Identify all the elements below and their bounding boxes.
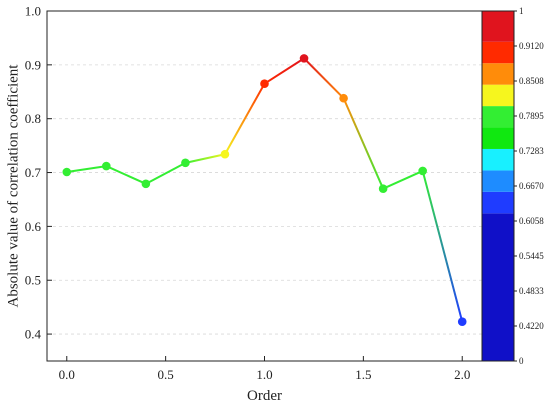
y-tick-label: 1.0	[25, 4, 41, 19]
colorbar-band	[482, 191, 514, 214]
line-segment	[263, 57, 305, 85]
data-point	[418, 166, 427, 176]
data-point	[299, 54, 309, 63]
colorbar-band	[482, 84, 514, 107]
series-layer	[62, 54, 467, 326]
y-tick-label: 0.8	[25, 111, 41, 126]
data-point	[62, 167, 72, 177]
x-axis-title: Order	[247, 388, 282, 404]
line-segment	[421, 170, 464, 322]
colorbar-label: 0.7895	[519, 111, 544, 121]
y-tick-label: 0.5	[25, 273, 41, 288]
y-tick-label: 0.4	[25, 327, 42, 342]
colorbar-band	[482, 170, 514, 192]
data-point	[220, 149, 230, 159]
line-segment	[185, 153, 226, 164]
x-tick-label: 0.5	[158, 367, 174, 382]
colorbar-band	[482, 41, 514, 64]
axes: 0.4 0.5 0.6 0.7 0.8 0.9 1.0 0.0 0.5 1.0 1.5 2.0	[25, 4, 471, 383]
colorbar-band	[482, 106, 514, 128]
colorbar-label: 0.6670	[519, 181, 544, 191]
colorbar-band	[482, 213, 514, 361]
colorbar-label: 0.5445	[519, 251, 544, 261]
y-tick-label: 0.6	[25, 219, 42, 234]
x-tick-label: 2.0	[454, 367, 470, 382]
data-point	[102, 161, 111, 171]
colorbar: 1 0.9120 0.8508 0.7895 0.7283 0.6670 0.6058 0.5…	[481, 6, 544, 366]
line-segment	[224, 83, 266, 155]
line-segment	[145, 161, 186, 185]
colorbar-label: 1	[519, 6, 524, 16]
colorbar-label: 0.4833	[519, 286, 544, 296]
x-tick-label: 1.0	[256, 367, 272, 382]
colorbar-band	[482, 148, 514, 171]
line-segment	[105, 165, 147, 185]
colorbar-label: 0	[519, 356, 524, 366]
y-axis-title: Absolute value of correlation coefficien…	[5, 64, 21, 308]
data-point	[457, 317, 467, 326]
line-segment	[66, 165, 107, 173]
x-tick-label: 0.0	[59, 367, 75, 382]
x-tick-label: 1.5	[355, 367, 371, 382]
data-point	[378, 184, 388, 193]
line-segment	[303, 57, 345, 99]
colorbar-label: 0.9120	[519, 41, 544, 51]
data-point	[141, 179, 151, 189]
y-tick-label: 0.9	[25, 57, 41, 72]
colorbar-label: 0.8508	[519, 76, 544, 86]
colorbar-band	[482, 63, 514, 85]
colorbar-label: 0.4220	[519, 321, 544, 331]
colorbar-label: 0.6058	[519, 216, 544, 226]
colorbar-band	[482, 127, 514, 149]
data-point	[181, 158, 190, 168]
line-segment	[342, 97, 385, 190]
plot-frame	[46, 10, 483, 362]
line-segment	[382, 170, 424, 190]
colorbar-band	[482, 11, 514, 42]
colorbar-label: 0.7283	[519, 146, 544, 156]
data-point	[260, 79, 269, 88]
grid-lines	[47, 64, 482, 335]
y-tick-label: 0.7	[25, 165, 42, 180]
data-point	[339, 93, 348, 103]
